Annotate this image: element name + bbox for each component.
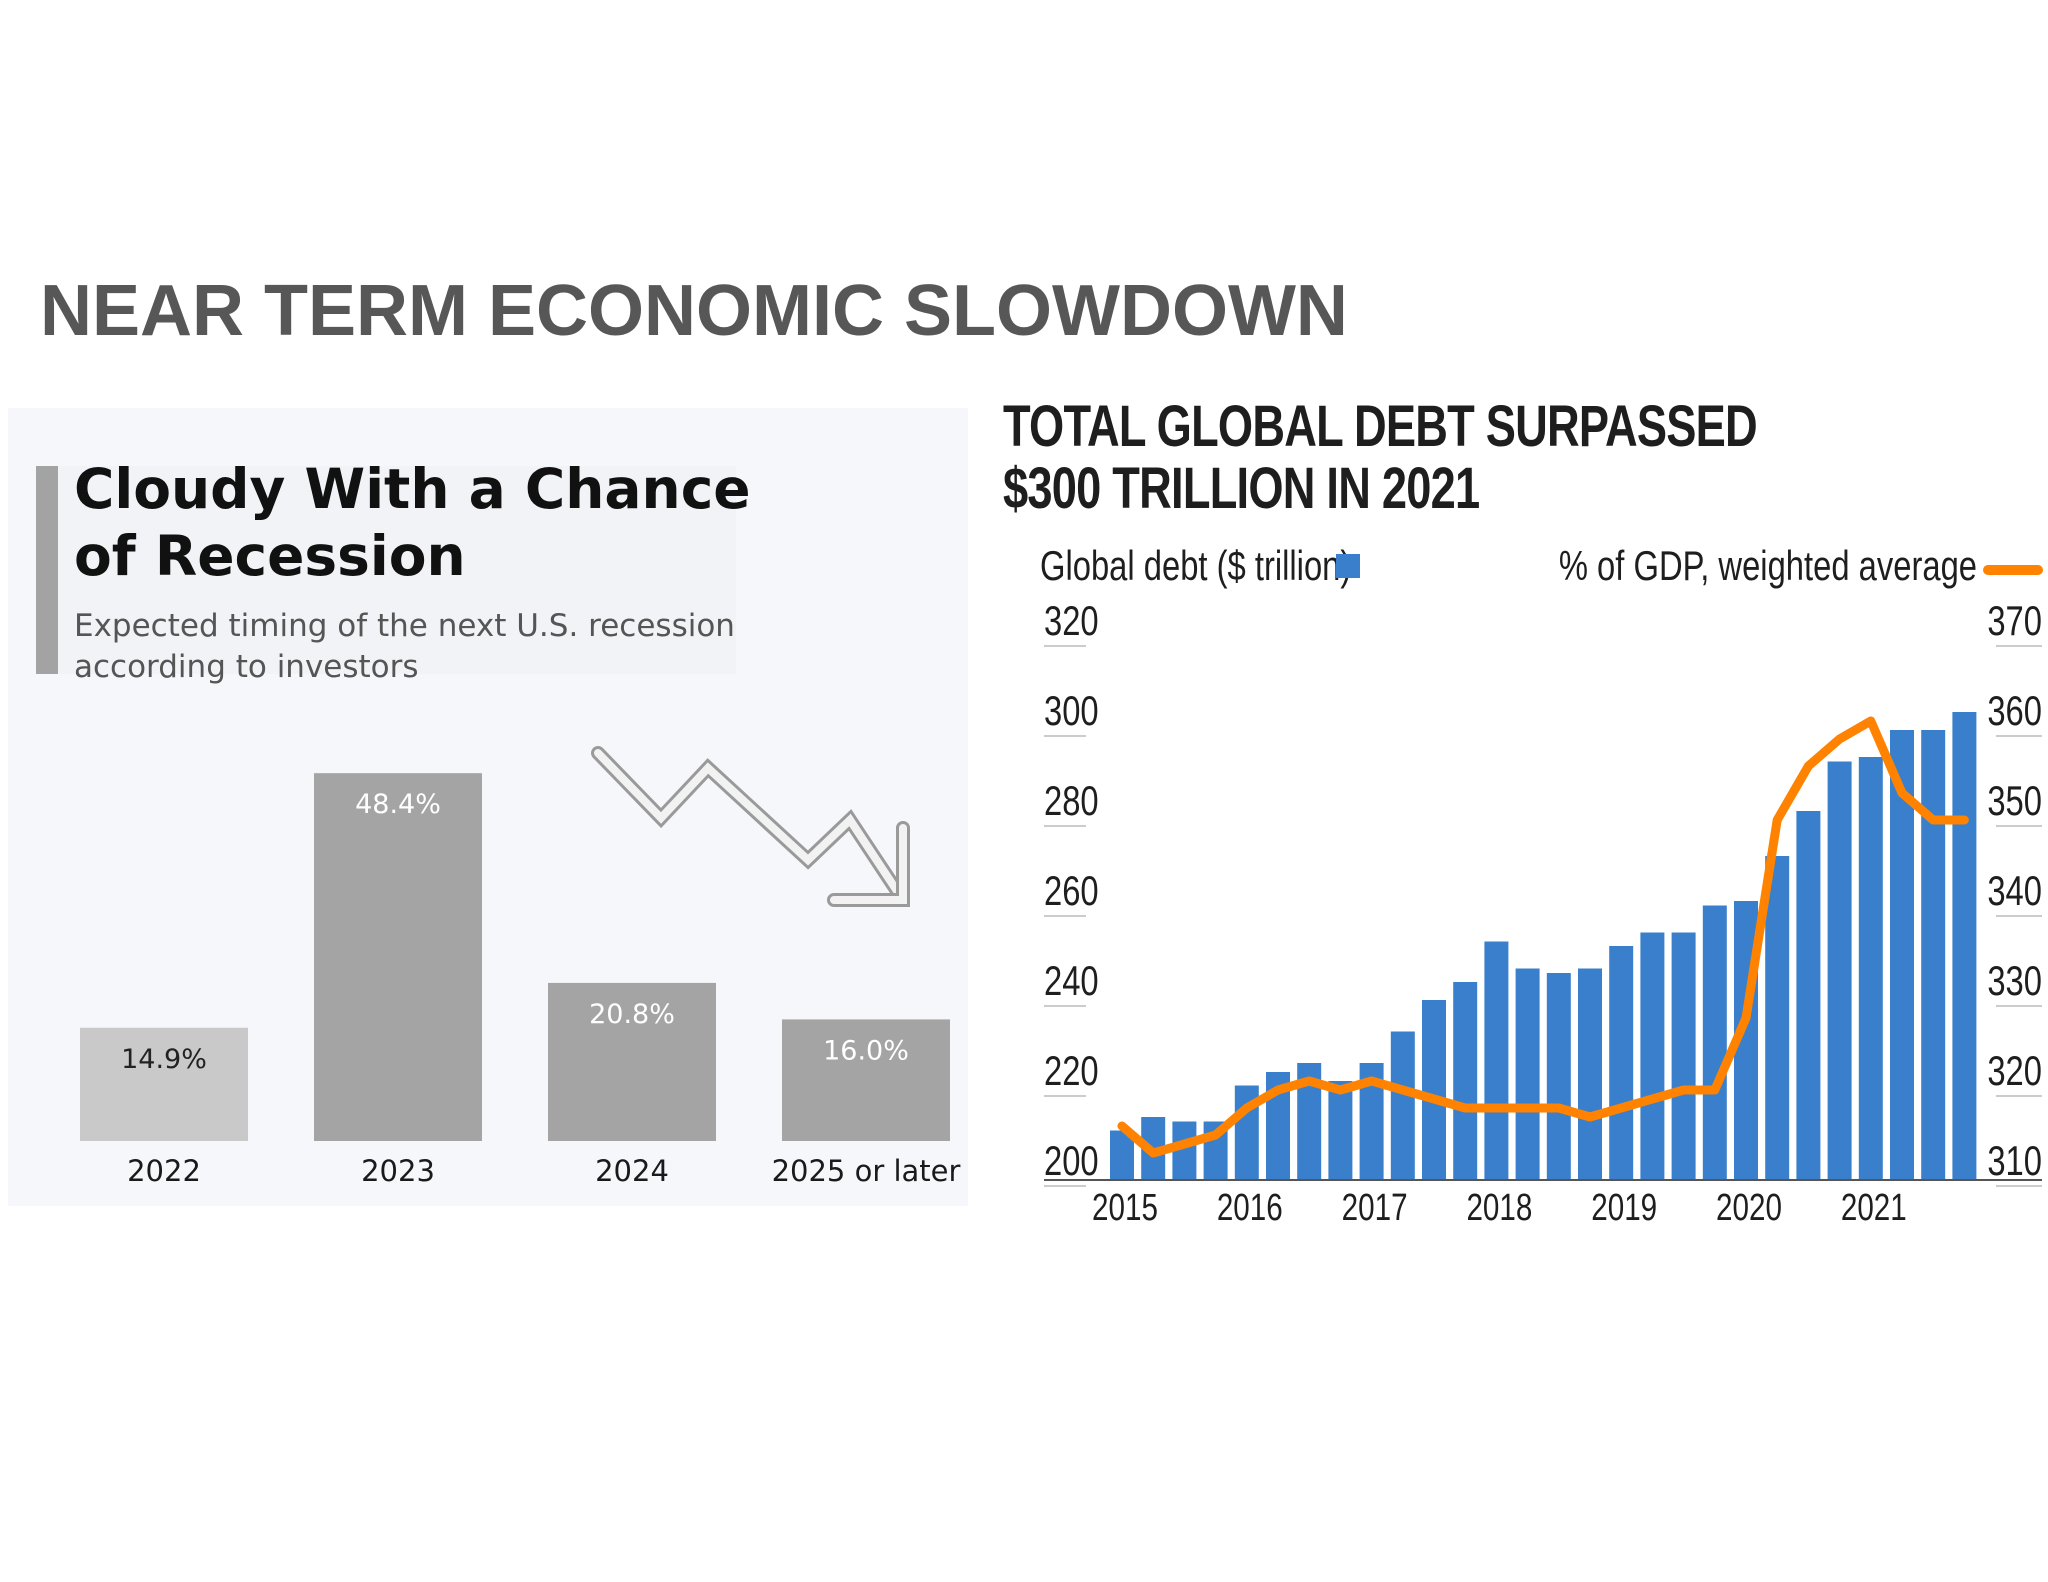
- category-label: 2025 or later: [772, 1154, 961, 1188]
- debt-bar: [1671, 932, 1696, 1180]
- category-label: 2023: [361, 1154, 435, 1188]
- debt-bar: [1702, 905, 1727, 1180]
- bar-value-label: 14.9%: [121, 1044, 207, 1075]
- debt-bar: [1578, 968, 1602, 1180]
- left-axis-tick-label: 220: [1044, 1047, 1099, 1094]
- downward-zigzag-arrow-icon: [591, 746, 910, 907]
- bar-value-label: 20.8%: [589, 999, 675, 1030]
- legend-swatch-debt: [1336, 554, 1360, 578]
- debt-bar: [1484, 941, 1509, 1180]
- arrow-body: [594, 749, 907, 904]
- left-axis-tick-label: 320: [1044, 597, 1099, 644]
- right-axis-tick-label: 310: [1987, 1137, 2042, 1184]
- recession-chart-subtitle: Expected timing of the next U.S. recessi…: [74, 608, 735, 685]
- debt-bar: [1765, 856, 1790, 1180]
- debt-bar: [1796, 811, 1821, 1180]
- debt-bar: [1328, 1081, 1353, 1180]
- debt-bar: [1422, 1000, 1446, 1180]
- recession-chart-header: Cloudy With a Chance of Recession Expect…: [36, 457, 751, 685]
- left-axis-tick-label: 200: [1044, 1137, 1099, 1184]
- recession-bar: [80, 1027, 248, 1141]
- global-debt-chart: Global debt ($ trillion) % of GDP, weight…: [1040, 542, 2043, 1229]
- x-axis-tick-label: 2015: [1092, 1187, 1158, 1229]
- right-axis-tick-label: 320: [1987, 1047, 2042, 1094]
- debt-bar: [1390, 1031, 1415, 1180]
- x-axis-tick-label: 2020: [1716, 1187, 1782, 1229]
- debt-bar: [1921, 730, 1946, 1180]
- left-axis-tick-label: 240: [1044, 957, 1099, 1004]
- debt-bar: [1952, 712, 1977, 1180]
- recession-bar: [314, 773, 482, 1141]
- right-axis-tick-label: 350: [1987, 777, 2042, 824]
- left-axis-tick-label: 280: [1044, 777, 1099, 824]
- debt-bar: [1453, 982, 1478, 1180]
- left-axis-tick-label: 300: [1044, 687, 1099, 734]
- debt-bar: [1609, 946, 1634, 1180]
- debt-chart-title: TOTAL GLOBAL DEBT SURPASSED $300 TRILLIO…: [1003, 394, 1758, 521]
- debt-bar: [1640, 932, 1665, 1180]
- recession-bar: [782, 1019, 950, 1141]
- right-axis-tick-label: 330: [1987, 957, 2042, 1004]
- recession-chart-panel: Cloudy With a Chance of Recession Expect…: [8, 408, 968, 1206]
- x-axis-tick-label: 2019: [1591, 1187, 1657, 1229]
- x-axis-tick-label: 2018: [1466, 1187, 1532, 1229]
- x-axis-tick-label: 2016: [1217, 1187, 1283, 1229]
- debt-bar: [1858, 757, 1883, 1180]
- left-axis-legend-label: Global debt ($ trillion): [1040, 542, 1351, 589]
- right-axis-legend-label: % of GDP, weighted average: [1559, 542, 1977, 589]
- category-label: 2022: [127, 1154, 201, 1188]
- category-label: 2024: [595, 1154, 669, 1188]
- recession-bar: [548, 982, 716, 1141]
- arrow-head: [830, 824, 907, 904]
- gdp-line: [1117, 716, 1969, 1158]
- bar-value-label: 16.0%: [823, 1035, 909, 1066]
- right-axis-tick-label: 370: [1987, 597, 2042, 644]
- x-axis-tick-label: 2021: [1841, 1187, 1907, 1229]
- left-axis-tick-label: 260: [1044, 867, 1099, 914]
- right-axis-tick-label: 360: [1987, 687, 2042, 734]
- x-axis-tick-label: 2017: [1342, 1187, 1408, 1229]
- recession-bar-chart: 14.9% 2022 48.4% 2023 20.8% 2024 16.0% 2025 or …: [80, 746, 961, 1188]
- bar-value-label: 48.4%: [355, 789, 441, 820]
- debt-bar: [1827, 761, 1852, 1180]
- debt-bar: [1515, 968, 1540, 1180]
- recession-chart-title: Cloudy With a Chance of Recession: [74, 457, 751, 588]
- debt-bar: [1546, 973, 1571, 1180]
- right-axis-tick-label: 340: [1987, 867, 2042, 914]
- page-title: NEAR TERM ECONOMIC SLOWDOWN: [40, 271, 1348, 351]
- header-accent-bar: [36, 466, 58, 674]
